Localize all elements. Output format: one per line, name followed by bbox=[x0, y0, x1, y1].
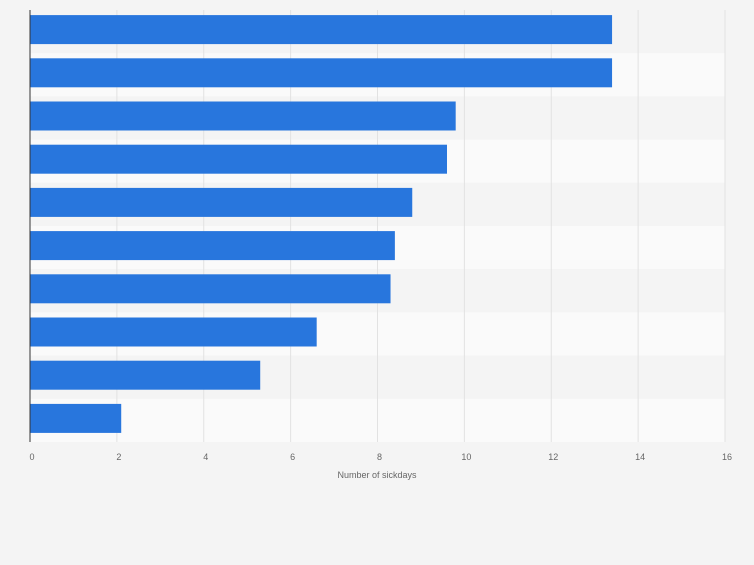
x-tick-label-6: 6 bbox=[290, 452, 295, 462]
x-tick-label-16: 16 bbox=[722, 452, 732, 462]
bar-5[interactable] bbox=[30, 187, 413, 217]
bar-3[interactable] bbox=[30, 101, 456, 131]
x-axis-title: Number of sickdays bbox=[337, 470, 417, 480]
bar-4[interactable] bbox=[30, 144, 447, 174]
x-tick-label-0: 0 bbox=[29, 452, 34, 462]
bar-2[interactable] bbox=[30, 58, 613, 88]
bar-8[interactable] bbox=[30, 317, 317, 347]
x-axis-ticks: 0 2 4 6 8 10 12 14 16 bbox=[29, 452, 732, 462]
bar-1[interactable] bbox=[30, 15, 613, 45]
x-tick-label-8: 8 bbox=[377, 452, 382, 462]
x-tick-label-12: 12 bbox=[548, 452, 558, 462]
bars bbox=[30, 15, 613, 433]
x-tick-label-4: 4 bbox=[203, 452, 208, 462]
bar-9[interactable] bbox=[30, 360, 261, 390]
x-tick-label-14: 14 bbox=[635, 452, 645, 462]
bar-6[interactable] bbox=[30, 231, 395, 261]
bar-7[interactable] bbox=[30, 274, 391, 304]
x-tick-label-2: 2 bbox=[116, 452, 121, 462]
bar-10[interactable] bbox=[30, 403, 122, 433]
x-tick-label-10: 10 bbox=[461, 452, 471, 462]
